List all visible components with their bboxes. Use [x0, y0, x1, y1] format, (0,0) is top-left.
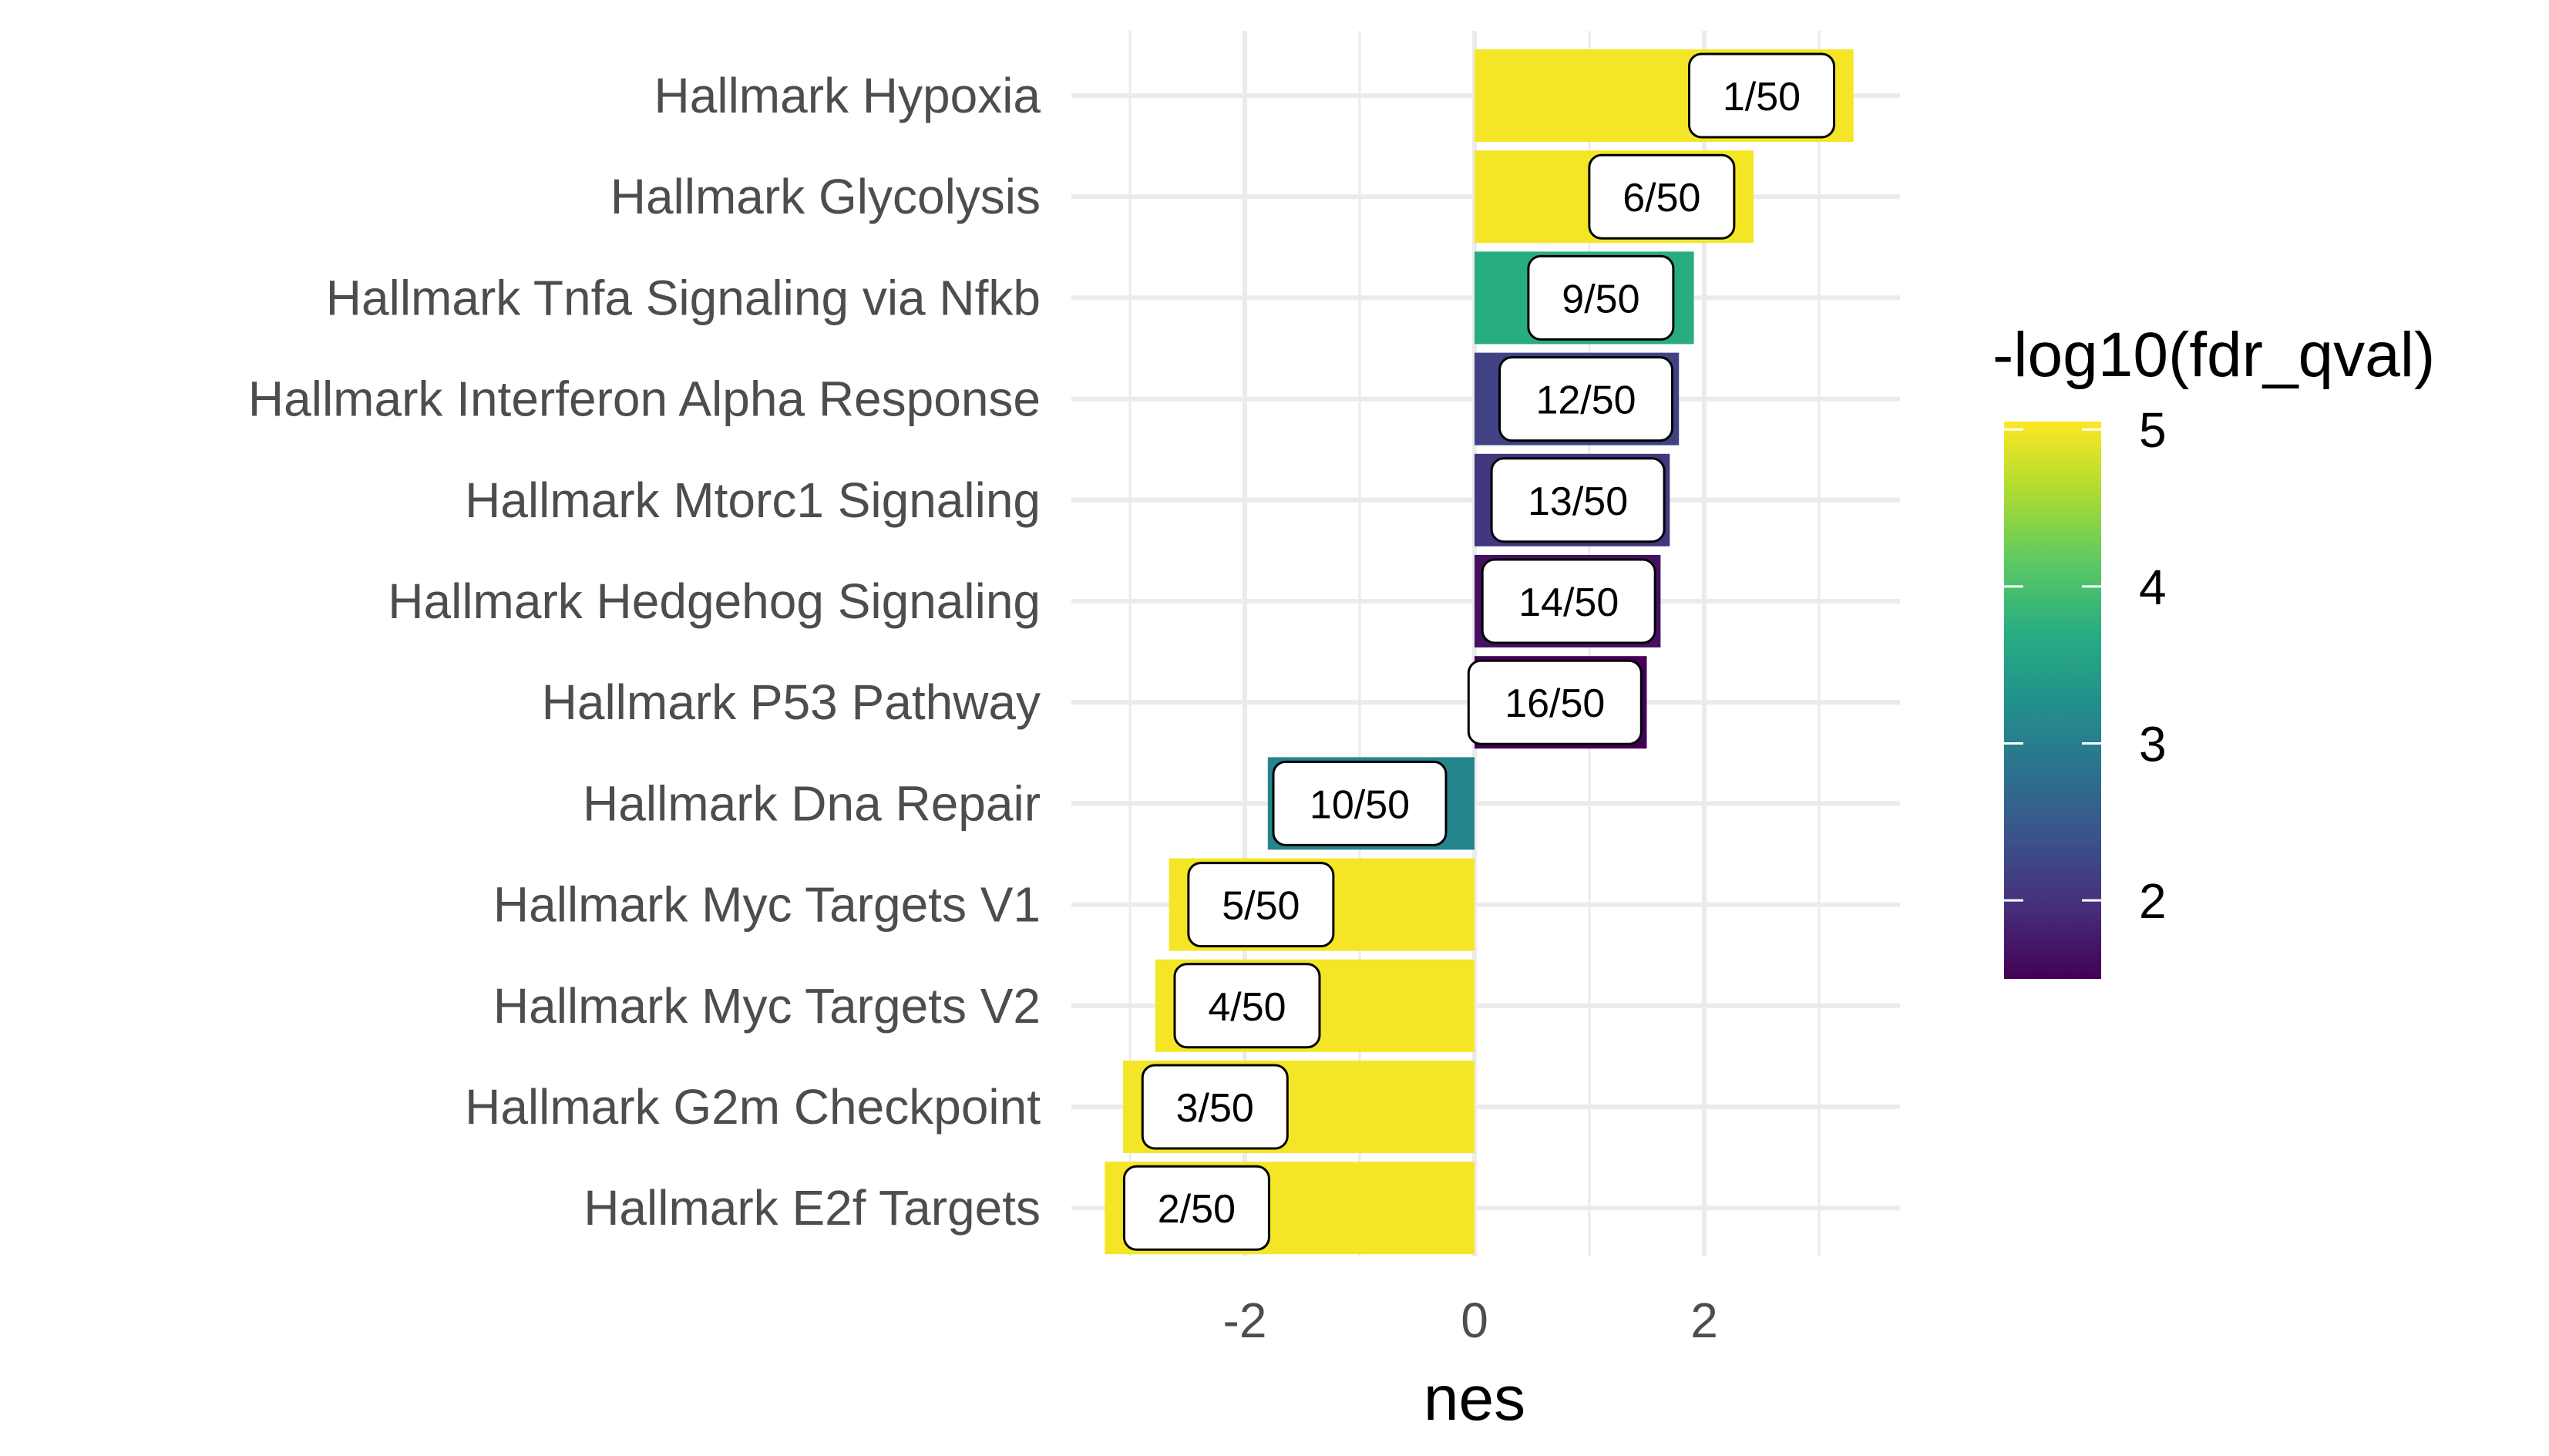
- category-axis: Hallmark Hypoxia Hallmark Glycolysis Hallm…: [248, 68, 1041, 1236]
- data-label: 16/50: [1467, 659, 1643, 745]
- data-label-text: 9/50: [1562, 277, 1639, 321]
- data-label-box: [1173, 963, 1321, 1049]
- data-label-box: [1141, 1064, 1289, 1150]
- data-label-text: 2/50: [1158, 1187, 1236, 1232]
- category-label: Hallmark G2m Checkpoint: [465, 1079, 1041, 1135]
- data-label-text: 14/50: [1518, 580, 1619, 625]
- data-labels: 1/50 6/50 9/50 12/50 13/50 14/50 16/50 10/50 5/5…: [1122, 52, 1835, 1251]
- category-label: Hallmark Myc Targets V2: [493, 978, 1041, 1034]
- category-label: Hallmark P53 Pathway: [542, 674, 1041, 730]
- data-label-text: 4/50: [1208, 985, 1286, 1030]
- legend: -log10(fdr_qval) 2 3 4 5: [1992, 320, 2435, 979]
- legend-tick-label: 3: [2139, 717, 2167, 772]
- data-label: 9/50: [1527, 254, 1675, 341]
- x-axis: -2 0 2: [1223, 1293, 1718, 1348]
- category-label: Hallmark Glycolysis: [610, 169, 1041, 224]
- data-label-text: 5/50: [1222, 884, 1300, 929]
- data-label-box: [1688, 52, 1835, 139]
- data-label-text: 3/50: [1176, 1086, 1254, 1131]
- legend-tick-label: 5: [2139, 402, 2167, 458]
- legend-colorbar: [2004, 422, 2101, 979]
- category-label: Hallmark Mtorc1 Signaling: [465, 472, 1041, 528]
- data-label: 13/50: [1490, 457, 1666, 543]
- category-label: Hallmark Hedgehog Signaling: [388, 573, 1041, 629]
- category-label: Hallmark Dna Repair: [583, 775, 1041, 831]
- x-tick-label: 2: [1690, 1293, 1718, 1348]
- data-label-box: [1490, 457, 1666, 543]
- category-label: Hallmark Myc Targets V1: [493, 877, 1041, 933]
- data-label-box: [1498, 356, 1674, 442]
- data-label-box: [1527, 254, 1675, 341]
- data-label-box: [1588, 153, 1736, 240]
- data-label: 1/50: [1688, 52, 1835, 139]
- data-label: 12/50: [1498, 356, 1674, 442]
- data-label: 2/50: [1122, 1165, 1270, 1251]
- x-tick-label: 0: [1461, 1293, 1488, 1348]
- category-label: Hallmark Tnfa Signaling via Nfkb: [326, 270, 1041, 325]
- legend-tick-label: 2: [2139, 873, 2167, 929]
- data-label: 5/50: [1187, 862, 1335, 948]
- data-label: 6/50: [1588, 153, 1736, 240]
- data-label-box: [1272, 760, 1448, 846]
- data-label: 10/50: [1272, 760, 1448, 846]
- x-axis-title: nes: [1424, 1364, 1525, 1434]
- category-label: Hallmark Hypoxia: [654, 68, 1041, 123]
- data-label-text: 12/50: [1535, 378, 1636, 423]
- data-label: 14/50: [1481, 558, 1656, 644]
- data-label-box: [1187, 862, 1335, 948]
- data-label: 3/50: [1141, 1064, 1289, 1150]
- data-label-text: 13/50: [1528, 479, 1628, 524]
- data-label-text: 1/50: [1723, 75, 1801, 119]
- data-label: 4/50: [1173, 963, 1321, 1049]
- data-label-text: 10/50: [1310, 782, 1410, 827]
- data-label-box: [1122, 1165, 1270, 1251]
- data-label-text: 16/50: [1505, 681, 1605, 726]
- data-label-box: [1481, 558, 1656, 644]
- x-tick-label: -2: [1223, 1293, 1267, 1348]
- category-label: Hallmark Interferon Alpha Response: [248, 372, 1041, 427]
- legend-ticks: 2 3 4 5: [2004, 402, 2167, 929]
- data-label-text: 6/50: [1623, 176, 1700, 220]
- category-label: Hallmark E2f Targets: [583, 1180, 1041, 1236]
- legend-tick-label: 4: [2139, 560, 2167, 615]
- legend-title: -log10(fdr_qval): [1992, 320, 2435, 390]
- data-label-box: [1467, 659, 1643, 745]
